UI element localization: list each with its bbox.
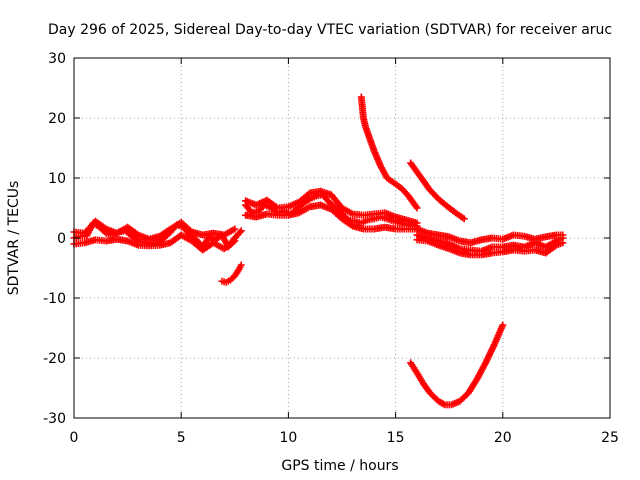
series-11 (407, 159, 468, 223)
series-10 (357, 93, 421, 212)
y-axis-label: SDTVAR / TECUs (6, 181, 22, 296)
chart-title: Day 296 of 2025, Sidereal Day-to-day VTE… (48, 22, 612, 38)
y-tick-label: -10 (43, 291, 66, 307)
x-tick-label: 25 (601, 430, 619, 446)
y-tick-label: -20 (43, 351, 66, 367)
ticks: 0 5 10 15 20 25 -30 -20 -10 0 10 20 30 (43, 51, 619, 446)
series-9 (413, 236, 567, 259)
series-3 (218, 261, 245, 286)
x-axis-label: GPS time / hours (281, 458, 398, 474)
data-points (70, 93, 567, 409)
x-tick-label: 5 (177, 430, 186, 446)
series-5 (242, 187, 421, 227)
y-tick-label: -30 (43, 411, 66, 427)
x-tick-label: 0 (70, 430, 79, 446)
x-tick-label: 20 (494, 430, 512, 446)
y-tick-label: 30 (48, 51, 66, 67)
y-tick-label: 20 (48, 111, 66, 127)
series-6 (242, 201, 421, 233)
grid (74, 58, 610, 418)
series-12 (407, 321, 507, 409)
x-tick-label: 15 (387, 430, 405, 446)
series-1 (70, 217, 239, 243)
y-tick-label: 0 (57, 231, 66, 247)
x-tick-label: 10 (279, 430, 297, 446)
series-8 (413, 225, 567, 247)
y-tick-label: 10 (48, 171, 66, 187)
